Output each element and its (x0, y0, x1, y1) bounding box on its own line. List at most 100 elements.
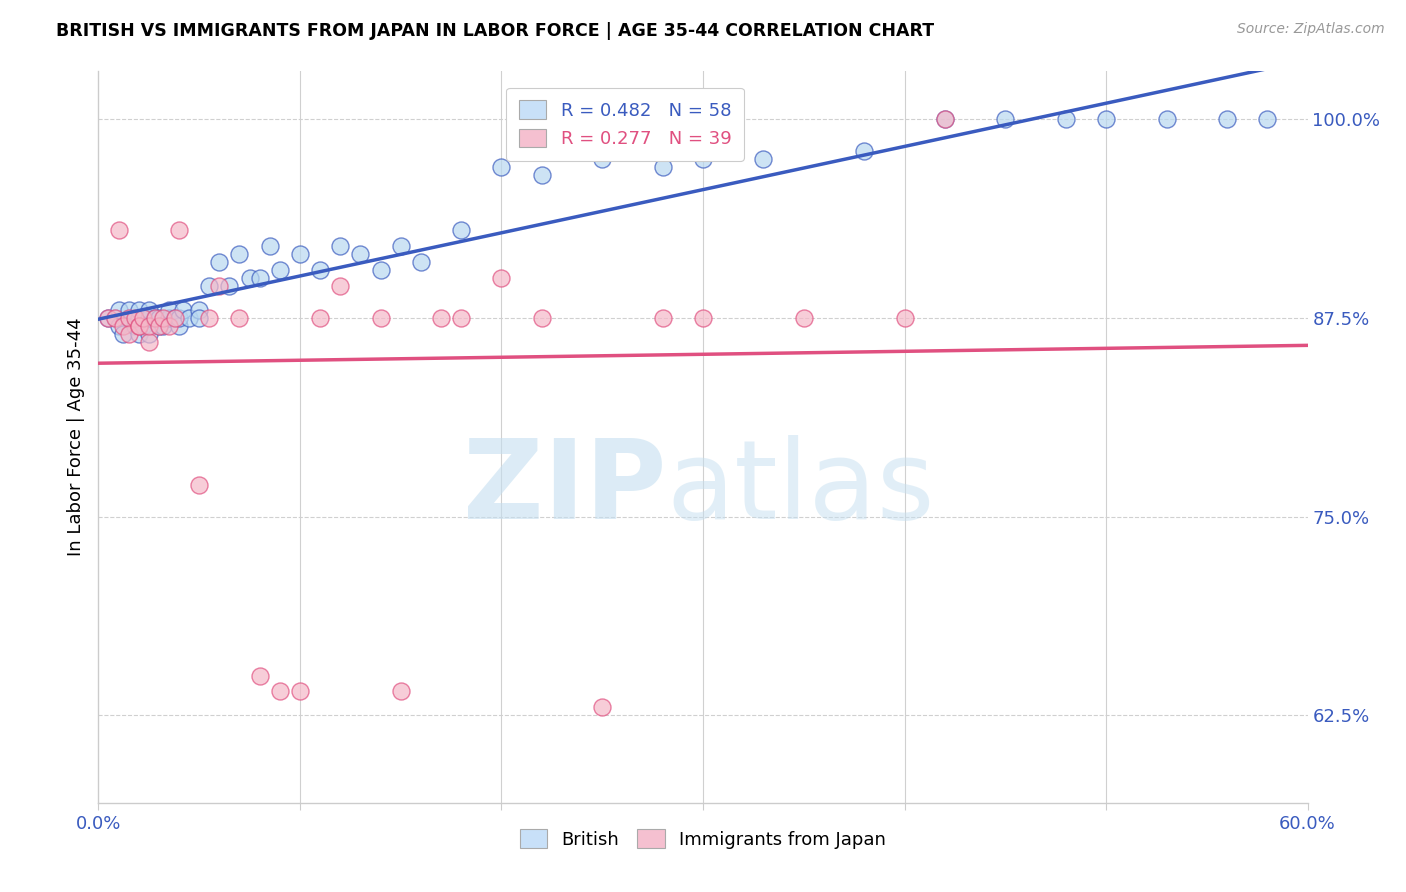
Point (143, 310, 166, 325)
Point (309, 263, 332, 277)
Point (228, 310, 250, 325)
Text: atlas: atlas (666, 434, 935, 541)
Point (157, 302, 180, 317)
Point (132, 318, 155, 333)
Point (132, 310, 155, 325)
Point (143, 310, 166, 325)
Point (530, 310, 553, 325)
Point (370, 310, 392, 325)
Point (138, 318, 160, 333)
Point (128, 318, 150, 333)
Point (692, 310, 714, 325)
Point (188, 477, 211, 491)
Point (148, 310, 170, 325)
Point (111, 318, 134, 333)
Point (491, 271, 513, 285)
Point (188, 302, 211, 317)
Point (1156, 112, 1178, 126)
Point (167, 310, 190, 325)
Point (198, 310, 221, 325)
Point (148, 318, 170, 333)
Point (107, 223, 129, 237)
Point (138, 302, 160, 317)
Point (430, 310, 453, 325)
Y-axis label: In Labor Force | Age 35-44: In Labor Force | Age 35-44 (66, 318, 84, 557)
Point (692, 152, 714, 166)
Point (329, 239, 352, 253)
Point (138, 334, 160, 349)
Point (208, 255, 231, 269)
Point (893, 310, 915, 325)
Point (651, 310, 673, 325)
Point (198, 279, 221, 293)
Point (591, 152, 613, 166)
Point (1256, 112, 1278, 126)
Point (179, 310, 201, 325)
Point (103, 310, 125, 325)
Point (148, 318, 170, 333)
Point (853, 144, 876, 158)
Point (111, 326, 134, 341)
Point (228, 247, 250, 261)
Point (218, 279, 240, 293)
Point (124, 318, 146, 333)
Point (329, 279, 352, 293)
Legend: British, Immigrants from Japan: British, Immigrants from Japan (513, 822, 893, 856)
Point (389, 239, 412, 253)
Point (409, 255, 432, 269)
Point (491, 160, 513, 174)
Point (118, 302, 141, 317)
Point (118, 326, 141, 341)
Point (157, 318, 180, 333)
Point (651, 160, 673, 174)
Point (269, 263, 291, 277)
Point (934, 112, 956, 126)
Point (138, 326, 160, 341)
Point (1054, 112, 1077, 126)
Point (259, 239, 281, 253)
Point (249, 271, 271, 285)
Point (152, 318, 174, 333)
Point (450, 310, 472, 325)
Point (934, 112, 956, 126)
Point (118, 310, 141, 325)
Point (188, 310, 211, 325)
Text: ZIP: ZIP (464, 434, 666, 541)
Point (138, 310, 160, 325)
Point (128, 302, 150, 317)
Point (249, 668, 271, 682)
Point (389, 684, 412, 698)
Text: BRITISH VS IMMIGRANTS FROM JAPAN IN LABOR FORCE | AGE 35-44 CORRELATION CHART: BRITISH VS IMMIGRANTS FROM JAPAN IN LABO… (56, 22, 935, 40)
Point (103, 310, 125, 325)
Point (309, 310, 332, 325)
Point (163, 310, 186, 325)
Point (450, 223, 472, 237)
Point (530, 168, 553, 182)
Point (167, 223, 190, 237)
Point (288, 684, 311, 698)
Point (208, 279, 231, 293)
Point (152, 310, 174, 325)
Point (349, 247, 371, 261)
Point (793, 310, 815, 325)
Point (994, 112, 1017, 126)
Point (128, 318, 150, 333)
Point (1216, 112, 1239, 126)
Point (1095, 112, 1118, 126)
Point (288, 247, 311, 261)
Point (97, 310, 120, 325)
Point (752, 152, 775, 166)
Point (118, 310, 141, 325)
Point (269, 684, 291, 698)
Point (591, 700, 613, 714)
Point (124, 310, 146, 325)
Text: Source: ZipAtlas.com: Source: ZipAtlas.com (1237, 22, 1385, 37)
Point (370, 263, 392, 277)
Point (163, 310, 186, 325)
Point (167, 318, 190, 333)
Point (128, 310, 150, 325)
Point (128, 326, 150, 341)
Point (107, 302, 129, 317)
Point (239, 271, 262, 285)
Point (172, 302, 194, 317)
